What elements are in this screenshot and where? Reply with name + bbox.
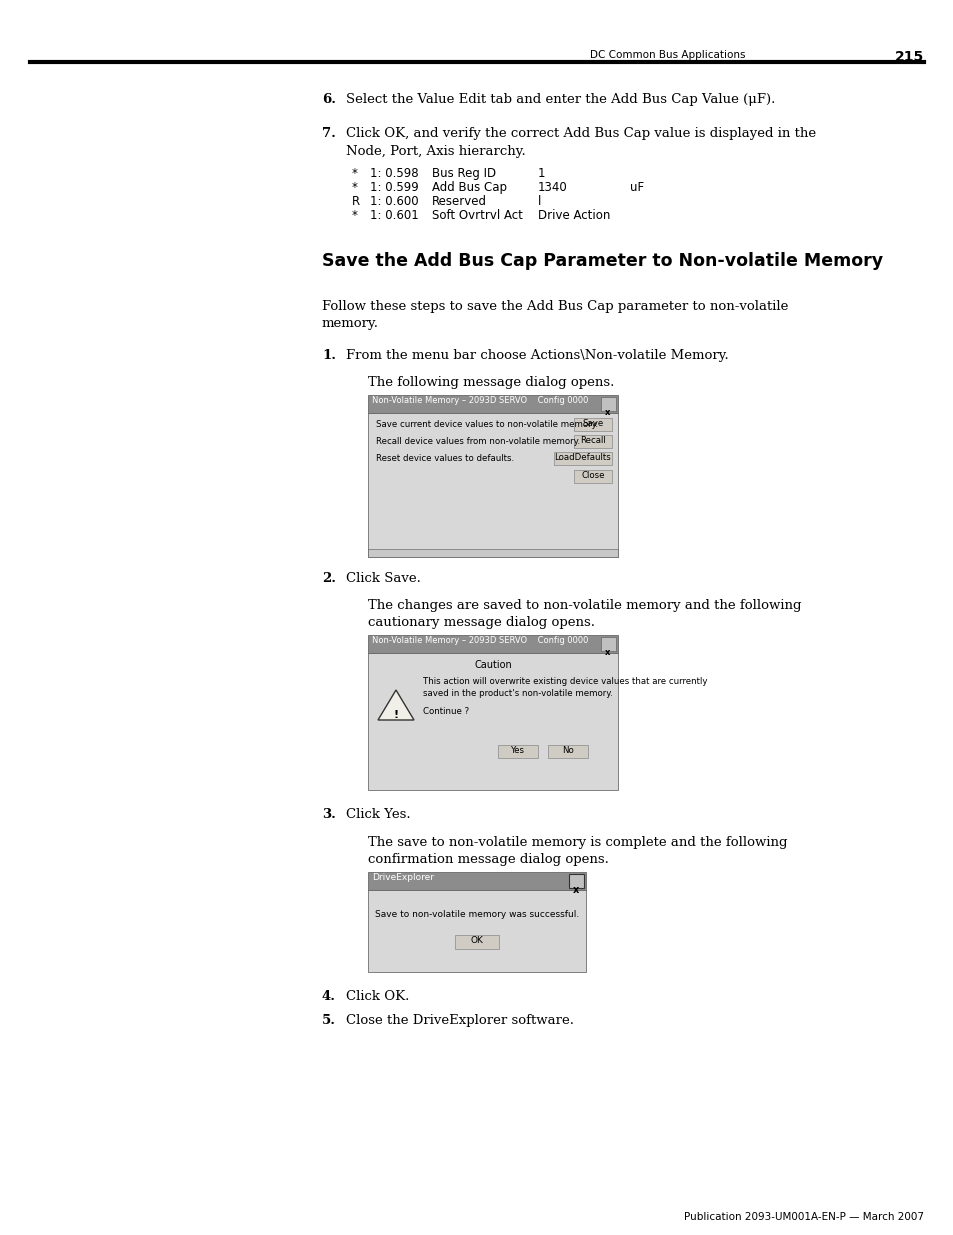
Text: 215: 215 — [894, 49, 923, 64]
Text: Continue ?: Continue ? — [422, 706, 469, 716]
Text: Click Save.: Click Save. — [346, 572, 420, 585]
Text: Reset device values to defaults.: Reset device values to defaults. — [375, 454, 514, 463]
Text: DriveExplorer: DriveExplorer — [372, 873, 434, 882]
Bar — [368, 653, 618, 790]
Bar — [368, 872, 585, 890]
Text: x: x — [604, 648, 610, 657]
Text: Node, Port, Axis hierarchy.: Node, Port, Axis hierarchy. — [346, 144, 525, 158]
Text: No: No — [561, 746, 574, 755]
Text: Select the Value Edit tab and enter the Add Bus Cap Value (μF).: Select the Value Edit tab and enter the … — [346, 93, 775, 106]
Text: Caution: Caution — [474, 659, 512, 671]
Text: x: x — [604, 408, 610, 417]
Text: R: R — [352, 195, 359, 207]
Bar — [368, 412, 618, 557]
Bar — [547, 745, 587, 758]
Text: The save to non-volatile memory is complete and the following: The save to non-volatile memory is compl… — [368, 836, 786, 848]
Text: LoadDefaults: LoadDefaults — [554, 453, 611, 462]
Text: Save current device values to non-volatile memory.: Save current device values to non-volati… — [375, 420, 598, 429]
Text: 1: 0.600: 1: 0.600 — [370, 195, 418, 207]
Text: From the menu bar choose Actions\Non-volatile Memory.: From the menu bar choose Actions\Non-vol… — [346, 350, 728, 362]
Text: 1: 0.599: 1: 0.599 — [370, 182, 418, 194]
Text: 5.: 5. — [322, 1014, 335, 1028]
Text: Yes: Yes — [511, 746, 524, 755]
Text: DC Common Bus Applications: DC Common Bus Applications — [589, 49, 744, 61]
Text: Close the DriveExplorer software.: Close the DriveExplorer software. — [346, 1014, 574, 1028]
Text: 3.: 3. — [322, 808, 335, 821]
Text: !: ! — [393, 710, 398, 720]
Text: 2.: 2. — [322, 572, 335, 585]
Bar — [600, 396, 616, 411]
Text: Non-Volatile Memory – 2093D SERVO    Config 0000: Non-Volatile Memory – 2093D SERVO Config… — [372, 636, 588, 645]
Text: x: x — [572, 885, 578, 895]
Text: OK: OK — [470, 936, 483, 945]
Text: 1: 1 — [537, 167, 545, 180]
Text: Save the Add Bus Cap Parameter to Non-volatile Memory: Save the Add Bus Cap Parameter to Non-vo… — [322, 252, 882, 270]
Text: The following message dialog opens.: The following message dialog opens. — [368, 375, 614, 389]
Text: Click Yes.: Click Yes. — [346, 808, 410, 821]
Bar — [368, 395, 618, 412]
Bar — [554, 452, 612, 466]
Text: Drive Action: Drive Action — [537, 209, 610, 222]
Bar — [574, 417, 612, 431]
Text: *: * — [352, 182, 357, 194]
Text: 7.: 7. — [322, 127, 335, 140]
Text: confirmation message dialog opens.: confirmation message dialog opens. — [368, 853, 608, 866]
Bar — [574, 471, 612, 483]
Bar — [568, 874, 583, 888]
Text: Bus Reg ID: Bus Reg ID — [432, 167, 496, 180]
Text: cautionary message dialog opens.: cautionary message dialog opens. — [368, 616, 595, 629]
Text: Click OK, and verify the correct Add Bus Cap value is displayed in the: Click OK, and verify the correct Add Bus… — [346, 127, 815, 140]
Text: memory.: memory. — [322, 317, 378, 330]
Text: 1.: 1. — [322, 350, 335, 362]
Bar — [368, 890, 585, 972]
Text: 1340: 1340 — [537, 182, 567, 194]
Text: *: * — [352, 167, 357, 180]
Text: Recall device values from non-volatile memory.: Recall device values from non-volatile m… — [375, 437, 579, 446]
Text: Close: Close — [580, 471, 604, 480]
Text: l: l — [537, 195, 540, 207]
Text: Reserved: Reserved — [432, 195, 486, 207]
Text: Save to non-volatile memory was successful.: Save to non-volatile memory was successf… — [375, 910, 578, 919]
Text: Non-Volatile Memory – 2093D SERVO    Config 0000: Non-Volatile Memory – 2093D SERVO Config… — [372, 396, 588, 405]
Text: Soft Ovrtrvl Act: Soft Ovrtrvl Act — [432, 209, 522, 222]
Text: 4.: 4. — [322, 990, 335, 1003]
Bar — [497, 745, 537, 758]
Text: This action will overwrite existing device values that are currently: This action will overwrite existing devi… — [422, 677, 707, 685]
Text: Save: Save — [581, 419, 603, 429]
Text: Follow these steps to save the Add Bus Cap parameter to non-volatile: Follow these steps to save the Add Bus C… — [322, 300, 787, 312]
Text: Click OK.: Click OK. — [346, 990, 409, 1003]
Polygon shape — [377, 690, 414, 720]
Bar — [600, 637, 616, 651]
Bar — [368, 635, 618, 653]
Text: Recall: Recall — [579, 436, 605, 445]
Text: 1: 0.601: 1: 0.601 — [370, 209, 418, 222]
Bar — [455, 935, 498, 948]
Text: Add Bus Cap: Add Bus Cap — [432, 182, 506, 194]
Text: saved in the product's non-volatile memory.: saved in the product's non-volatile memo… — [422, 689, 612, 698]
Bar — [368, 550, 618, 557]
Text: uF: uF — [629, 182, 643, 194]
Bar — [574, 435, 612, 448]
Text: The changes are saved to non-volatile memory and the following: The changes are saved to non-volatile me… — [368, 599, 801, 613]
Text: 1: 0.598: 1: 0.598 — [370, 167, 418, 180]
Text: *: * — [352, 209, 357, 222]
Text: Publication 2093-UM001A-EN-P — March 2007: Publication 2093-UM001A-EN-P — March 200… — [683, 1212, 923, 1221]
Text: 6.: 6. — [322, 93, 335, 106]
